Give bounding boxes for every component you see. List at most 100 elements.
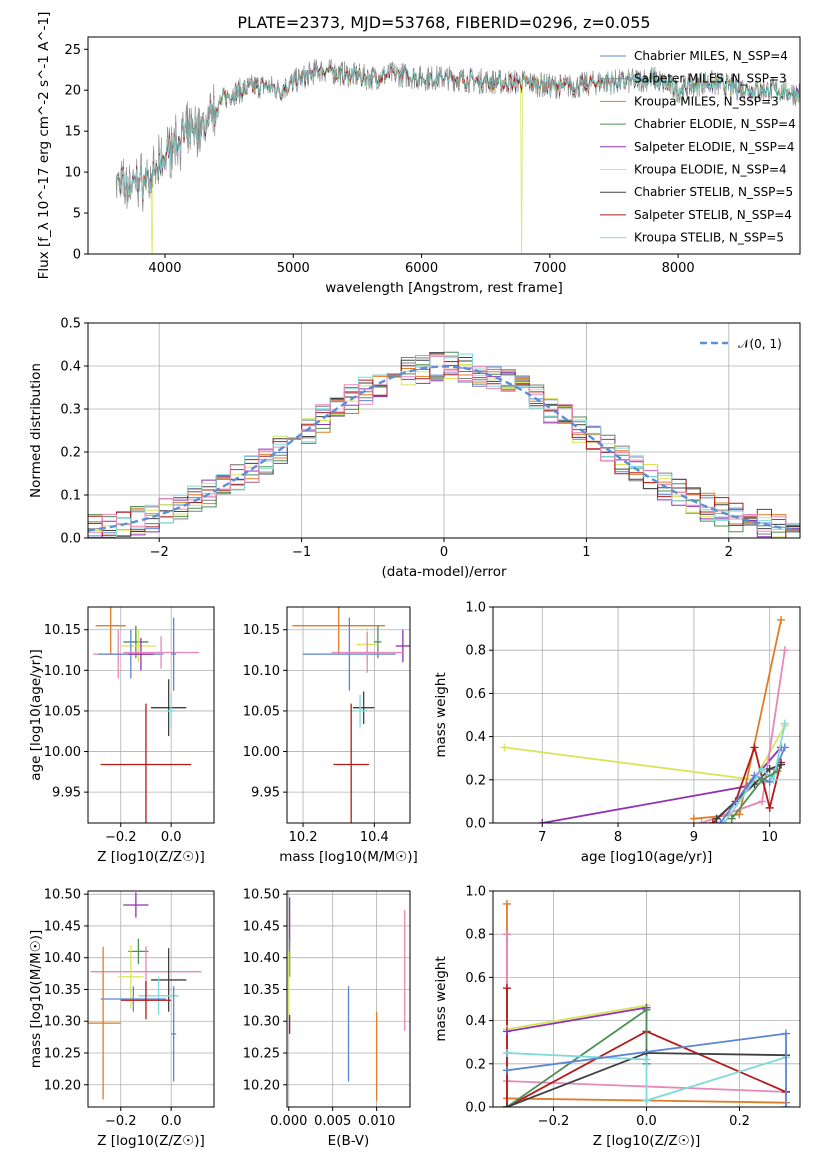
y-tick-label: 0.0 — [465, 1101, 486, 1116]
y-tick-label: 25 — [64, 43, 81, 58]
series-marker — [502, 1066, 511, 1075]
y-tick-label: 10.05 — [44, 704, 81, 719]
y-tick-label: 9.95 — [52, 786, 81, 801]
errorbar-point — [120, 629, 157, 663]
x-tick-label: −2 — [150, 545, 169, 560]
axes-frame — [286, 890, 411, 1108]
y-tick-label: 10.15 — [243, 623, 280, 638]
x-tick-label: 2 — [725, 545, 733, 560]
plot-area — [292, 607, 410, 823]
panel-mass_vs_EBV: 0.000 0.005 0.010 10.20 10.25 10.30 10.35 10.40… — [243, 888, 411, 1149]
x-tick-label: 6000 — [405, 261, 438, 276]
x-axis-label: Z [log10(Z/Z☉)] — [97, 1133, 205, 1149]
y-axis-label: Flux [f_λ 10^-17 erg cm^-2 s^-1 A^-1] — [36, 12, 52, 280]
plot-area — [288, 897, 406, 1101]
y-tick-label: 10.20 — [44, 1078, 81, 1093]
x-tick-label: 0.2 — [729, 1114, 750, 1129]
errorbar-point — [303, 617, 396, 691]
y-tick-label: 0.6 — [465, 687, 486, 702]
x-tick-label: 0.0 — [161, 1114, 182, 1129]
series-marker — [780, 646, 789, 655]
panel-mass_vs_Z: −0.2 0.0 10.20 10.25 10.30 10.35 10.40 10.45 10.… — [28, 888, 215, 1149]
series-marker — [758, 797, 767, 806]
legend-label: Kroupa MILES, N_SSP=3 — [634, 94, 779, 108]
legend: 𝒩(0, 1) — [700, 337, 782, 351]
plot-area — [88, 351, 800, 538]
panel-residuals: −2 −1 0 1 2 0.0 0.1 0.2 0.3 0.4 0.5 (data-model)/er… — [28, 317, 801, 580]
series-marker — [502, 1027, 511, 1036]
x-tick-label: 0.000 — [270, 1114, 307, 1129]
axes-frame — [87, 36, 801, 255]
panel-age_vs_Z: −0.2 0.0 9.95 10.00 10.05 10.10 10.15 Z [log10(… — [28, 606, 215, 865]
series-marker — [502, 984, 511, 993]
y-tick-label: 0.8 — [465, 644, 486, 659]
errorbar-point — [138, 976, 179, 1015]
y-tick-label: 10.00 — [243, 745, 280, 760]
axes-frame — [286, 606, 411, 824]
series-marker — [720, 819, 729, 823]
errorbar-point — [95, 607, 126, 655]
figure-title: PLATE=2373, MJD=53768, FIBERID=0296, z=0… — [237, 13, 650, 32]
errorbar-point — [123, 625, 149, 659]
series-line — [506, 1004, 648, 1031]
y-axis-label: mass weight — [433, 956, 449, 1041]
series-marker — [780, 719, 789, 728]
series-marker — [708, 819, 717, 823]
legend-label: Chabrier STELIB, N_SSP=5 — [634, 185, 793, 199]
y-tick-label: 10 — [64, 166, 81, 181]
errorbar-point — [292, 607, 386, 655]
y-axis-label: age [log10(age/yr)] — [28, 649, 44, 781]
y-tick-label: 10.05 — [243, 704, 280, 719]
series-marker — [765, 765, 774, 773]
legend-label: Kroupa STELIB, N_SSP=5 — [634, 231, 784, 245]
y-axis-label: Normed distribution — [28, 363, 44, 498]
histogram-line — [88, 353, 800, 538]
x-axis-label: age [log10(age/yr)] — [581, 849, 713, 865]
y-tick-label: 0.2 — [465, 773, 486, 788]
series-marker — [758, 775, 767, 784]
plot-area — [502, 899, 791, 1107]
errorbar-point — [128, 938, 149, 965]
series-marker — [780, 743, 789, 752]
axes-frame — [492, 606, 801, 824]
x-tick-label: 7 — [538, 830, 546, 845]
x-tick-label: 8 — [614, 830, 622, 845]
series-marker — [769, 775, 778, 784]
series-marker — [777, 615, 786, 624]
legend-label: Chabrier MILES, N_SSP=4 — [634, 49, 788, 63]
panel-massweight_vs_Z: −0.2 0.0 0.2 0.0 0.2 0.4 0.6 0.8 1.0 Z [log10(Z/Z… — [433, 885, 801, 1149]
x-tick-label: 1 — [582, 545, 590, 560]
x-tick-label: 10.2 — [289, 830, 318, 845]
x-tick-label: 5000 — [277, 261, 310, 276]
series-marker — [502, 1049, 511, 1057]
series-marker — [502, 1103, 511, 1107]
y-axis-label: mass [log10(M/M☉)] — [28, 930, 44, 1069]
legend-label: Salpeter MILES, N_SSP=3 — [634, 72, 787, 86]
legend-label: Kroupa ELODIE, N_SSP=4 — [634, 163, 787, 177]
series-marker — [697, 819, 706, 823]
y-tick-label: 10.50 — [243, 888, 280, 903]
errorbar-point — [123, 892, 149, 918]
y-tick-label: 0.0 — [465, 817, 486, 832]
legend: Chabrier MILES, N_SSP=4 Salpeter MILES, N… — [600, 49, 796, 245]
series-marker — [642, 1005, 651, 1014]
errorbar-point — [331, 632, 403, 673]
y-tick-label: 0.4 — [60, 360, 81, 375]
series-marker — [689, 814, 698, 823]
y-tick-label: 9.95 — [251, 786, 280, 801]
series-marker — [727, 814, 736, 823]
y-tick-label: 0.4 — [465, 1014, 486, 1029]
axes-frame — [87, 606, 215, 824]
y-tick-label: 10.10 — [243, 664, 280, 679]
series-marker — [716, 819, 725, 823]
errorbar-point — [128, 637, 154, 671]
panel-massweight_vs_age: 7 8 9 10 0.0 0.2 0.4 0.6 0.8 1.0 age [log10(age/yr… — [433, 601, 801, 865]
y-tick-label: 0.6 — [465, 971, 486, 986]
errorbar-point — [171, 617, 177, 691]
x-tick-label: 10 — [761, 830, 778, 845]
y-tick-label: 10.30 — [44, 1015, 81, 1030]
series-marker — [712, 814, 721, 823]
errorbar-point — [151, 679, 187, 737]
y-tick-label: 5 — [73, 207, 81, 222]
errorbar-point — [151, 948, 187, 1012]
